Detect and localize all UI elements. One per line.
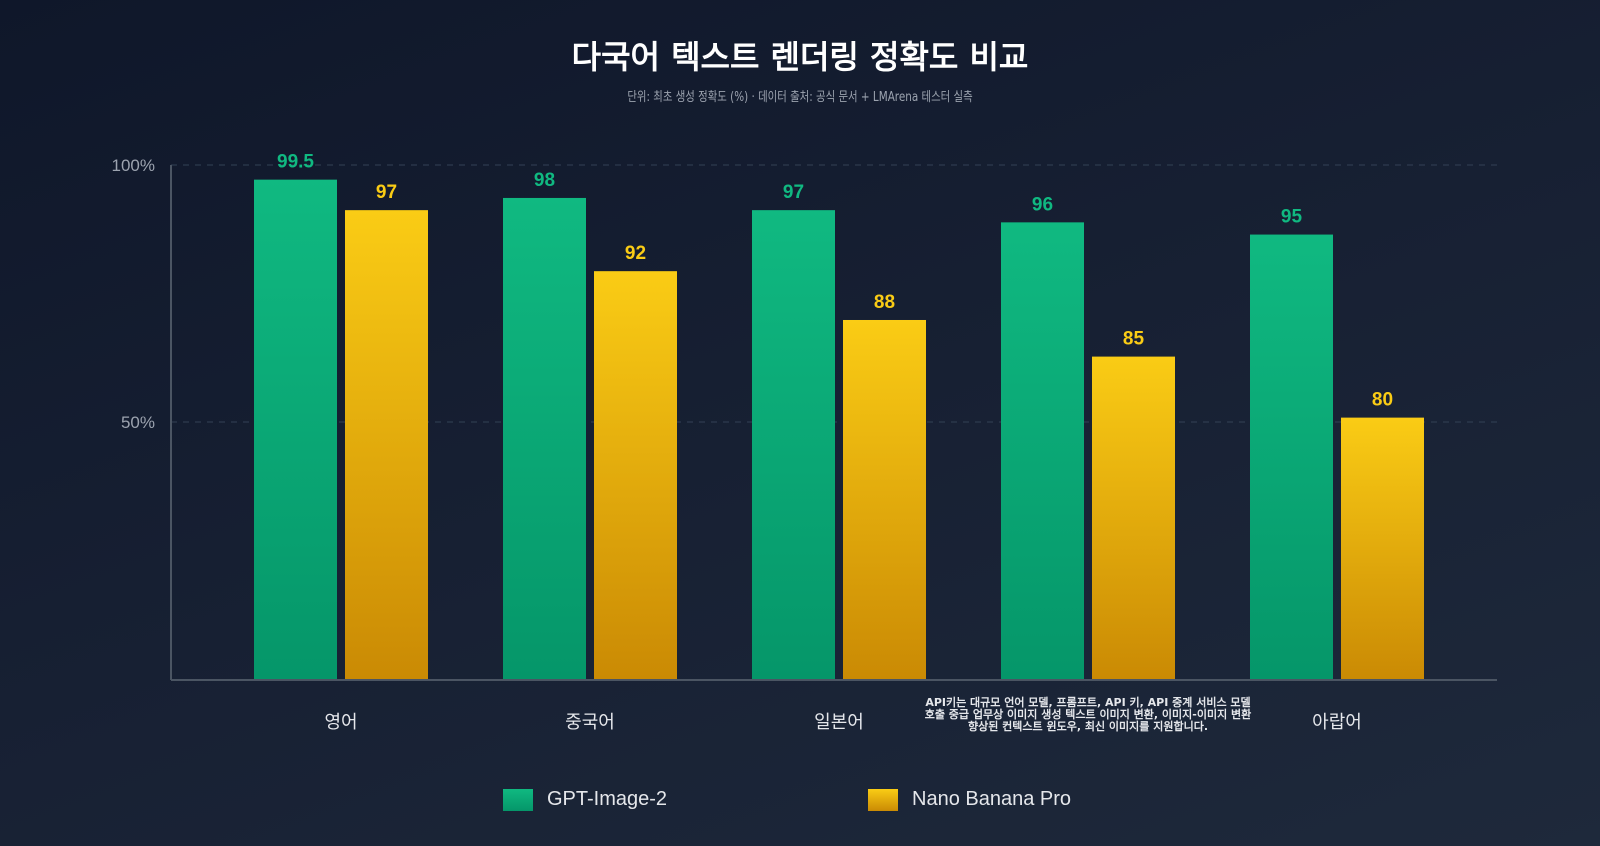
- data-label: 98: [534, 170, 555, 191]
- bar-nano-banana-pro: [345, 210, 428, 680]
- legend-label: Nano Banana Pro: [912, 788, 1072, 810]
- y-tick-label: 100%: [112, 156, 155, 175]
- bar-gpt-image-2: [752, 210, 835, 680]
- bar-gpt-image-2: [1001, 222, 1084, 680]
- data-label: 99.5: [277, 152, 314, 173]
- x-tick-label: 아랍어: [1312, 712, 1362, 733]
- bar-gpt-image-2: [1250, 234, 1333, 680]
- bar-nano-banana-pro: [843, 319, 926, 680]
- bar-gpt-image-2: [254, 179, 337, 681]
- x-tick-label: API키는 대규모 언어 모델, 프롬프트, API 키, API 중계 서비스…: [924, 696, 1252, 733]
- legend-swatch-yellow: [868, 788, 898, 811]
- data-label: 92: [625, 243, 646, 264]
- data-label: 96: [1032, 194, 1053, 215]
- x-tick-label: 영어: [324, 712, 357, 733]
- bar-nano-banana-pro: [1341, 417, 1424, 680]
- legend-label: GPT-Image-2: [547, 788, 668, 810]
- data-label: 97: [376, 182, 397, 203]
- y-tick-label: 50%: [121, 413, 155, 432]
- chart-title: 다국어 텍스트 렌더링 정확도 비교: [571, 38, 1029, 76]
- legend-item-gpt-image-2: GPT-Image-2: [503, 788, 667, 811]
- legend-swatch-green: [503, 788, 533, 811]
- bar-nano-banana-pro: [594, 271, 677, 680]
- data-label: 97: [783, 182, 804, 203]
- data-label: 85: [1123, 329, 1145, 350]
- x-tick-label: 일본어: [814, 712, 864, 733]
- data-label: 80: [1372, 390, 1393, 411]
- bar-gpt-image-2: [503, 197, 586, 680]
- x-tick-label: 중국어: [565, 712, 615, 733]
- data-label: 95: [1281, 207, 1303, 228]
- legend-item-nano-banana-pro: Nano Banana Pro: [868, 788, 1071, 811]
- chart-subtitle: 단위: 최초 생성 정확도 (%) · 데이터 출처: 공식 문서 + LMAr…: [627, 90, 973, 105]
- bar-nano-banana-pro: [1092, 356, 1175, 680]
- data-label: 88: [874, 292, 895, 313]
